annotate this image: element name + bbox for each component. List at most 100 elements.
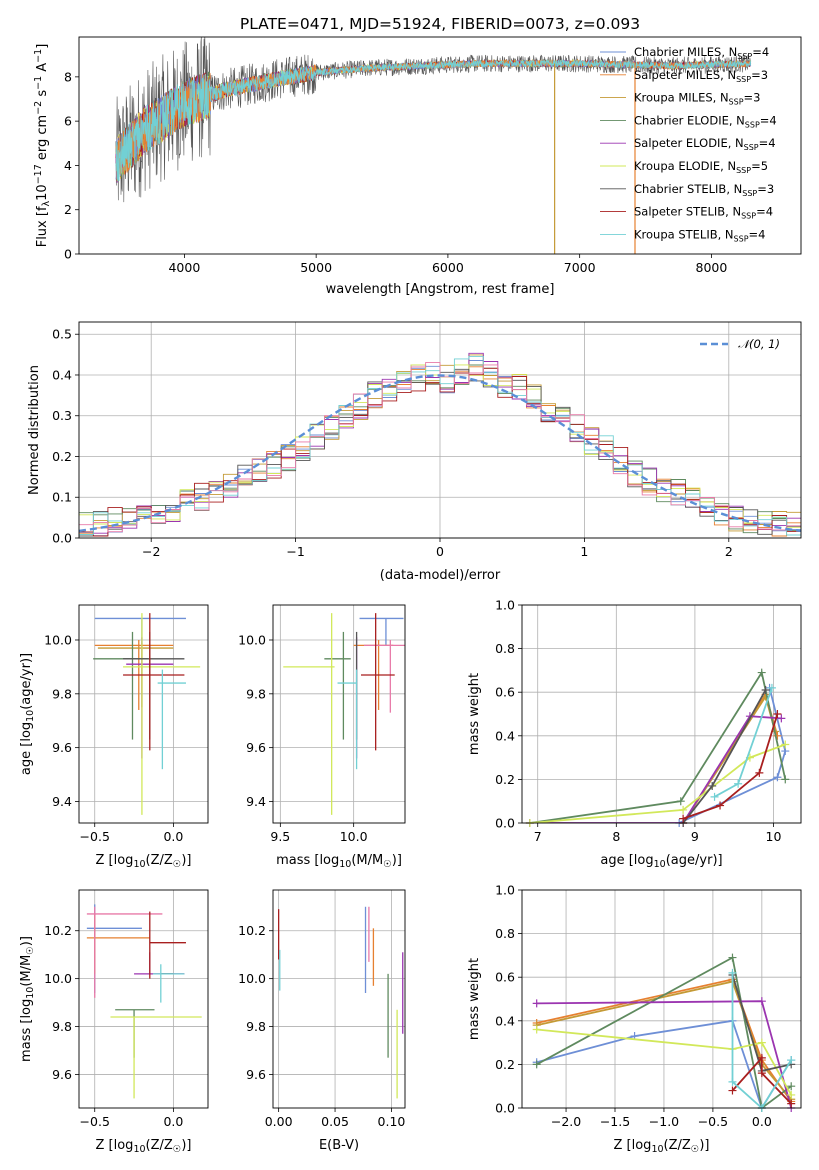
weight-vs-z-xtick-label: −1.5 <box>600 1114 630 1129</box>
weight-vs-age-ytick-label: 0.4 <box>495 728 515 743</box>
residuals-xtick-label: −1 <box>286 544 304 559</box>
weight-vs-age-marker <box>767 683 776 692</box>
mass-vs-ebv-xlabel: E(B-V) <box>319 1138 359 1153</box>
age-vs-z-axes: −0.5 0.0 9.4 9.6 9.8 10.0 <box>44 605 208 844</box>
age-vs-mass-xlabel-part: 10 <box>339 859 351 870</box>
legend-value: =5 <box>751 159 768 173</box>
weight-vs-age-ytick-label: 0.8 <box>495 641 515 656</box>
age-vs-mass-xlabel: mass [log10(M/M☉)] <box>276 853 402 870</box>
mass-vs-z-ylabel-part: )] <box>19 936 34 946</box>
weight-vs-z-series-line <box>536 956 792 1108</box>
weight-vs-age-marker <box>761 686 770 695</box>
age-vs-mass-ytick-label: 9.6 <box>246 740 266 755</box>
spectrum-series-line <box>115 37 751 203</box>
legend-sub: SSP <box>745 120 760 129</box>
age-vs-z-ytick-label: 9.4 <box>52 794 72 809</box>
residual-histogram <box>79 367 801 537</box>
weight-vs-z-xtick-label: −2.0 <box>551 1114 581 1129</box>
normal-curve <box>78 374 802 533</box>
age-vs-z-ylabel: age [log10(age/yr)] <box>19 653 36 775</box>
spectrum-xtick-label: 7000 <box>564 260 596 275</box>
weight-vs-z-ylabel: mass weight <box>467 958 482 1040</box>
weight-vs-z-marker <box>787 1082 796 1091</box>
legend-value: =4 <box>749 227 766 241</box>
spectrum-ylabel-part: A <box>35 63 50 76</box>
residual-histogram <box>79 362 801 533</box>
weight-vs-z-axes: −2.0 −1.5 −1.0 −0.5 0.0 0.0 0.2 0.4 0.6 0.8 1.0 <box>495 883 801 1129</box>
residuals-ytick-label: 0.0 <box>52 531 72 546</box>
spectrum-frame <box>78 36 802 255</box>
legend-entry: Salpeter ELODIE, NSSP=4 <box>634 136 776 152</box>
mass-vs-z-frame <box>78 889 209 1109</box>
residuals-xtick-label: −2 <box>142 544 160 559</box>
age-vs-mass-xlabel-part: (M/M <box>351 853 383 868</box>
mass-vs-z-xlabel: Z [log10(Z/Z☉)] <box>96 1138 192 1155</box>
legend-value: =3 <box>757 182 774 196</box>
legend-label: Kroupa ELODIE, N <box>634 159 736 173</box>
legend-entry: Chabrier MILES, NSSP=4 <box>634 45 769 61</box>
spectrum-ytick-label: 0 <box>64 247 72 262</box>
weight-vs-age-xlabel-part: (age/yr)] <box>666 853 723 868</box>
spectrum-series-line <box>115 59 752 182</box>
residuals-xtick-label: 2 <box>725 544 733 559</box>
weight-vs-z-marker <box>757 1069 766 1078</box>
weight-vs-z-xlabel-part: 10 <box>651 1144 663 1155</box>
weight-vs-z-frame <box>521 889 802 1109</box>
weight-vs-z-series-line <box>731 1055 792 1105</box>
spectrum-ylabel-part: −17 <box>33 164 44 184</box>
weight-vs-z-xtick-label: −1.0 <box>649 1114 679 1129</box>
weight-vs-age-marker <box>679 814 688 823</box>
legend-sub: SSP <box>742 189 757 198</box>
spectrum-axes: 4000 5000 6000 7000 8000 0 2 4 6 8 <box>64 69 727 275</box>
mass-vs-z-ylabel-part: mass [log <box>19 999 34 1062</box>
weight-vs-age-ytick-label: 0.6 <box>495 685 515 700</box>
spectrum-xtick-label: 6000 <box>432 260 464 275</box>
weight-vs-age-marker <box>773 773 782 782</box>
spectrum-ylabel-part: 10 <box>35 184 50 201</box>
spectrum-ylabel-part: −2 <box>33 101 44 115</box>
weight-vs-age-axes: 7 8 9 10 0.0 0.2 0.4 0.6 0.8 1.0 <box>495 598 801 844</box>
weight-vs-z-marker <box>757 1053 766 1062</box>
legend-sub: SSP <box>737 52 752 61</box>
legend-label: Chabrier MILES, N <box>634 45 737 59</box>
age-vs-z-ytick-label: 9.8 <box>52 686 72 701</box>
weight-vs-z-ytick-label: 1.0 <box>495 883 515 898</box>
age-vs-z-ytick-label: 9.6 <box>52 740 72 755</box>
legend-label: Chabrier STELIB, N <box>634 182 742 196</box>
weight-vs-age-marker <box>757 668 766 677</box>
mass-vs-z-xtick-label: 0.0 <box>163 1114 183 1129</box>
age-vs-mass-ytick-label: 9.8 <box>246 686 266 701</box>
weight-vs-age-xlabel-part: age [log <box>600 853 653 868</box>
mass-vs-z-ylabel-part: ☉ <box>25 946 36 955</box>
weight-vs-age-ytick-label: 1.0 <box>495 598 515 613</box>
age-vs-mass-xlabel-part: mass [log <box>276 853 339 868</box>
age-vs-mass-xlabel-part: )] <box>392 853 402 868</box>
legend-value: =4 <box>759 136 776 150</box>
mass-vs-z-ytick-label: 9.8 <box>52 1019 72 1034</box>
weight-vs-z-xlabel-part: (Z/Z <box>664 1138 691 1153</box>
spectrum-ylabel-part: ] <box>35 44 50 49</box>
mass-vs-z-ytick-label: 10.2 <box>44 923 72 938</box>
spectrum-xtick-label: 8000 <box>696 260 728 275</box>
age-vs-z-xlabel-part: )] <box>181 853 191 868</box>
age-vs-mass-ytick-label: 9.4 <box>246 794 266 809</box>
weight-vs-z-marker <box>532 1060 541 1069</box>
spectrum-ytick-label: 4 <box>64 158 72 173</box>
weight-vs-age-xtick-label: 7 <box>534 829 542 844</box>
legend-sub: SSP <box>736 166 751 175</box>
weight-vs-z-xtick-label: −0.5 <box>698 1114 728 1129</box>
spectrum-xtick-label: 4000 <box>168 260 200 275</box>
legend-label: Salpeter ELODIE, N <box>634 136 744 150</box>
weight-vs-z-ytick-label: 0.8 <box>495 926 515 941</box>
legend-label: Salpeter MILES, N <box>634 68 736 82</box>
weight-vs-age-marker <box>773 710 782 718</box>
spectrum-ylabel-part: −1 <box>33 76 44 90</box>
weight-vs-age-series-line <box>529 670 787 823</box>
legend-entry: Chabrier ELODIE, NSSP=4 <box>634 113 777 129</box>
age-vs-z-xlabel-part: 10 <box>133 859 145 870</box>
weight-vs-age-ylabel: mass weight <box>467 673 482 755</box>
weight-vs-age-xtick-label: 8 <box>612 829 620 844</box>
legend-label: Kroupa MILES, N <box>634 91 729 105</box>
weight-vs-z-ytick-label: 0.2 <box>495 1057 515 1072</box>
weight-vs-z-ytick-label: 0.4 <box>495 1013 515 1028</box>
